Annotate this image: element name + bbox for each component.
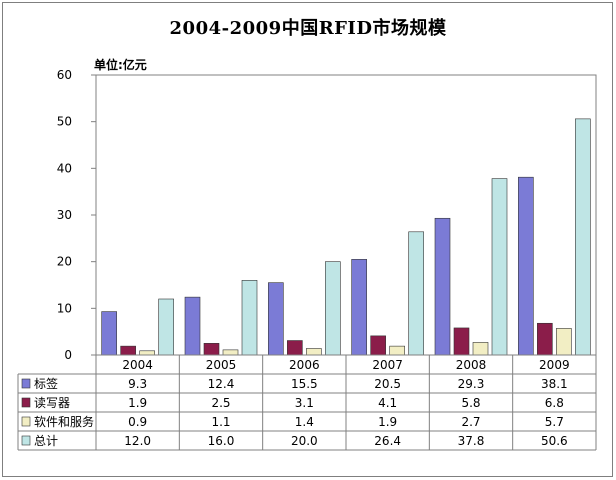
data-label: 15.5	[291, 377, 318, 391]
category-label: 2008	[456, 358, 487, 372]
bar-标签-2004	[101, 311, 117, 356]
legend-swatch	[21, 378, 31, 389]
y-tick-label: 20	[57, 255, 72, 269]
series-name: 标签	[34, 376, 58, 391]
category-label: 2009	[539, 358, 570, 372]
plot-area	[95, 74, 597, 356]
bar-软件和服务-2009	[556, 328, 572, 356]
unit-label: 单位:亿元	[94, 58, 147, 72]
category-label: 2004	[122, 358, 153, 372]
bar-总计-2008	[491, 178, 508, 356]
y-tick-label: 10	[57, 301, 72, 315]
bar-读写器-2009	[537, 322, 553, 356]
bar-标签-2007	[351, 259, 367, 356]
data-label: 20.0	[291, 434, 318, 448]
category-label: 2005	[206, 358, 237, 372]
data-label: 2.5	[211, 396, 230, 410]
bar-读写器-2008	[453, 327, 470, 356]
y-tick-label: 40	[57, 161, 72, 175]
data-label: 1.4	[295, 415, 314, 429]
data-label: 12.0	[124, 434, 151, 448]
legend-swatch	[21, 416, 31, 427]
data-label: 37.8	[458, 434, 485, 448]
y-tick-label: 60	[57, 68, 72, 82]
data-label: 9.3	[128, 377, 147, 391]
bar-标签-2008	[434, 217, 451, 356]
bar-软件和服务-2005	[222, 349, 239, 356]
bar-软件和服务-2008	[472, 342, 489, 356]
bar-总计-2005	[241, 280, 258, 356]
category-label: 2006	[289, 358, 320, 372]
series-name: 总计	[34, 434, 58, 448]
bar-总计-2009	[575, 118, 591, 356]
bar-总计-2007	[408, 231, 424, 356]
bar-读写器-2006	[287, 340, 303, 356]
bar-标签-2005	[184, 296, 201, 356]
bar-读写器-2004	[120, 345, 136, 356]
bar-软件和服务-2004	[139, 350, 155, 356]
data-label: 2.7	[461, 415, 480, 429]
series-name: 软件和服务	[34, 414, 94, 429]
data-label: 0.9	[128, 415, 147, 429]
bar-读写器-2007	[370, 335, 386, 356]
data-label: 12.4	[208, 377, 235, 391]
data-label: 5.7	[545, 415, 564, 429]
bar-软件和服务-2006	[306, 348, 322, 356]
data-label: 6.8	[545, 396, 564, 410]
data-label: 26.4	[374, 434, 401, 448]
data-label: 50.6	[541, 434, 568, 448]
data-label: 4.1	[378, 396, 397, 410]
y-tick-label: 30	[57, 208, 72, 222]
series-name: 读写器	[34, 396, 70, 410]
bar-读写器-2005	[203, 343, 220, 356]
data-label: 1.1	[211, 415, 230, 429]
data-label: 20.5	[374, 377, 401, 391]
data-label: 16.0	[208, 434, 235, 448]
data-label: 1.9	[378, 415, 397, 429]
bar-总计-2006	[325, 261, 341, 356]
data-label: 38.1	[541, 377, 568, 391]
bar-标签-2009	[518, 176, 534, 356]
chart-title: 2004-2009中国RFID市场规模	[169, 18, 447, 39]
legend-swatch	[21, 435, 31, 446]
legend-swatch	[21, 397, 31, 408]
bar-软件和服务-2007	[389, 345, 405, 356]
y-tick-label: 0	[64, 348, 72, 362]
y-tick-label: 50	[57, 115, 72, 129]
data-label: 1.9	[128, 396, 147, 410]
category-label: 2007	[372, 358, 403, 372]
bar-总计-2004	[158, 298, 174, 356]
bar-标签-2006	[268, 282, 284, 356]
data-label: 3.1	[295, 396, 314, 410]
data-label: 29.3	[458, 377, 485, 391]
data-label: 5.8	[461, 396, 480, 410]
